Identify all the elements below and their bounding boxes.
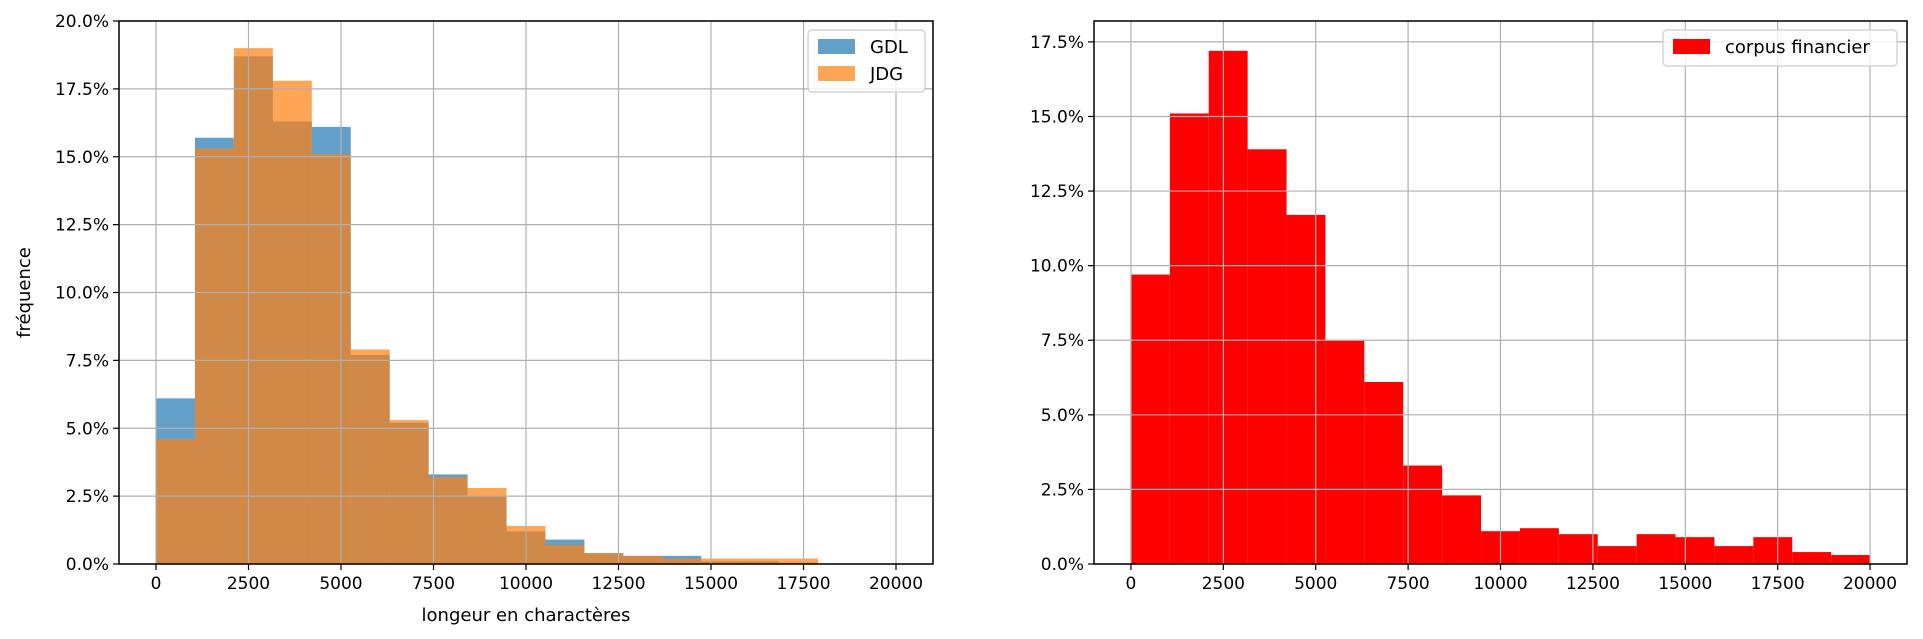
x-tick-label: 17500 (1751, 574, 1805, 594)
bars-group (156, 48, 819, 565)
histogram-bar (350, 349, 390, 564)
x-axis-label: longeur en charactères (422, 605, 631, 626)
histogram-bar (1208, 50, 1248, 565)
y-tick-label: 10.0% (55, 284, 109, 304)
series-1-bars (156, 48, 819, 565)
y-tick-label: 17.5% (55, 80, 109, 100)
y-tick-label: 5.0% (66, 419, 109, 439)
y-tick-label: 12.5% (55, 216, 109, 236)
legend-label: JDG (869, 64, 903, 85)
legend-box (1662, 29, 1898, 67)
y-tick-label: 0.0% (66, 555, 109, 575)
histogram-bar (662, 558, 702, 564)
histogram-bar (1675, 537, 1715, 564)
histogram-bar (311, 154, 351, 564)
y-tick-label: 15.0% (55, 148, 109, 168)
y-tick-label: 10.0% (1030, 257, 1084, 277)
histogram-bar (194, 148, 234, 565)
y-tick-label: 7.5% (1041, 331, 1084, 351)
x-tick-label: 20000 (869, 574, 923, 594)
histogram-bar (701, 558, 741, 564)
x-tick-label: 12500 (1566, 574, 1620, 594)
y-tick-label: 12.5% (1030, 182, 1084, 202)
x-tick-label: 2500 (227, 574, 270, 594)
histogram-bar (1130, 274, 1170, 564)
histogram-bar (1714, 546, 1754, 564)
x-tick-label: 10000 (499, 574, 553, 594)
histogram-bar (584, 553, 624, 564)
y-tick-label: 17.5% (1030, 33, 1084, 53)
histogram-bar (1558, 534, 1598, 564)
x-axis-ticks: 0 2500 5000 7500 10000 12500 15000 17500 20000 (1126, 564, 1897, 594)
x-tick-label: 0 (1126, 574, 1137, 594)
y-tick-label: 15.0% (1030, 107, 1084, 127)
histogram-bar (1286, 214, 1326, 564)
legend-swatch (818, 39, 855, 54)
x-tick-label: 15000 (1658, 574, 1712, 594)
x-tick-label: 7500 (412, 574, 455, 594)
left-histogram-panel: 0 2500 5000 7500 10000 12500 15000 17500 20000 0.… (14, 12, 934, 626)
x-tick-label: 17500 (776, 574, 830, 594)
histogram-bar (1753, 537, 1793, 564)
right-histogram-panel: 0 2500 5000 7500 10000 12500 15000 17500 20000 0.… (1030, 20, 1908, 594)
y-tick-label: 2.5% (1041, 480, 1084, 500)
legend-swatch (1673, 39, 1710, 54)
legend-swatch (818, 66, 855, 81)
x-tick-label: 5000 (1294, 574, 1337, 594)
x-tick-label: 5000 (319, 574, 362, 594)
histogram-bar (1519, 528, 1559, 564)
histogram-bar (1442, 495, 1482, 564)
histogram-bar (1247, 149, 1287, 565)
x-axis-ticks: 0 2500 5000 7500 10000 12500 15000 17500 20000 (151, 564, 923, 594)
histogram-bar (1364, 382, 1404, 564)
histogram-bar (545, 544, 585, 564)
y-tick-label: 20.0% (55, 12, 109, 32)
legend-label: GDL (870, 37, 908, 58)
y-axis-ticks: 0.0% 2.5% 5.0% 7.5% 10.0% 12.5% 15.0% 17.5% (1030, 33, 1094, 575)
x-tick-label: 7500 (1386, 574, 1429, 594)
histogram-bar (1169, 113, 1209, 564)
y-axis-label: fréquence (14, 247, 35, 338)
histogram-bar (272, 80, 312, 564)
y-tick-label: 5.0% (1041, 406, 1084, 426)
histogram-bar (779, 558, 819, 564)
histogram-bar (1831, 555, 1871, 564)
histogram-bar (467, 487, 507, 564)
histogram-bar (1792, 552, 1832, 564)
histogram-bar (740, 558, 780, 564)
x-tick-label: 0 (151, 574, 162, 594)
y-tick-label: 2.5% (66, 487, 109, 507)
legend-label: corpus financier (1725, 37, 1870, 58)
y-tick-label: 0.0% (1041, 555, 1084, 575)
histogram-bar (428, 477, 468, 564)
histogram-bar (1403, 465, 1443, 564)
x-tick-label: 2500 (1202, 574, 1245, 594)
histogram-bar (1325, 340, 1365, 564)
y-axis-ticks: 0.0% 2.5% 5.0% 7.5% 10.0% 12.5% 15.0% 17.5% 20.0… (55, 12, 119, 575)
grid-lines (1094, 21, 1907, 565)
histogram-bar (389, 420, 429, 564)
histogram-bar (1597, 546, 1637, 564)
histogram-bar (623, 555, 663, 564)
legend: corpus financier (1662, 29, 1898, 67)
histogram-bar (233, 48, 273, 564)
x-tick-label: 15000 (684, 574, 738, 594)
histogram-bar (156, 439, 195, 564)
legend: GDL JDG (807, 29, 926, 93)
histogram-bar (1636, 534, 1676, 564)
x-tick-label: 12500 (591, 574, 645, 594)
x-tick-label: 10000 (1473, 574, 1527, 594)
x-tick-label: 20000 (1843, 574, 1897, 594)
y-tick-label: 7.5% (66, 351, 109, 371)
